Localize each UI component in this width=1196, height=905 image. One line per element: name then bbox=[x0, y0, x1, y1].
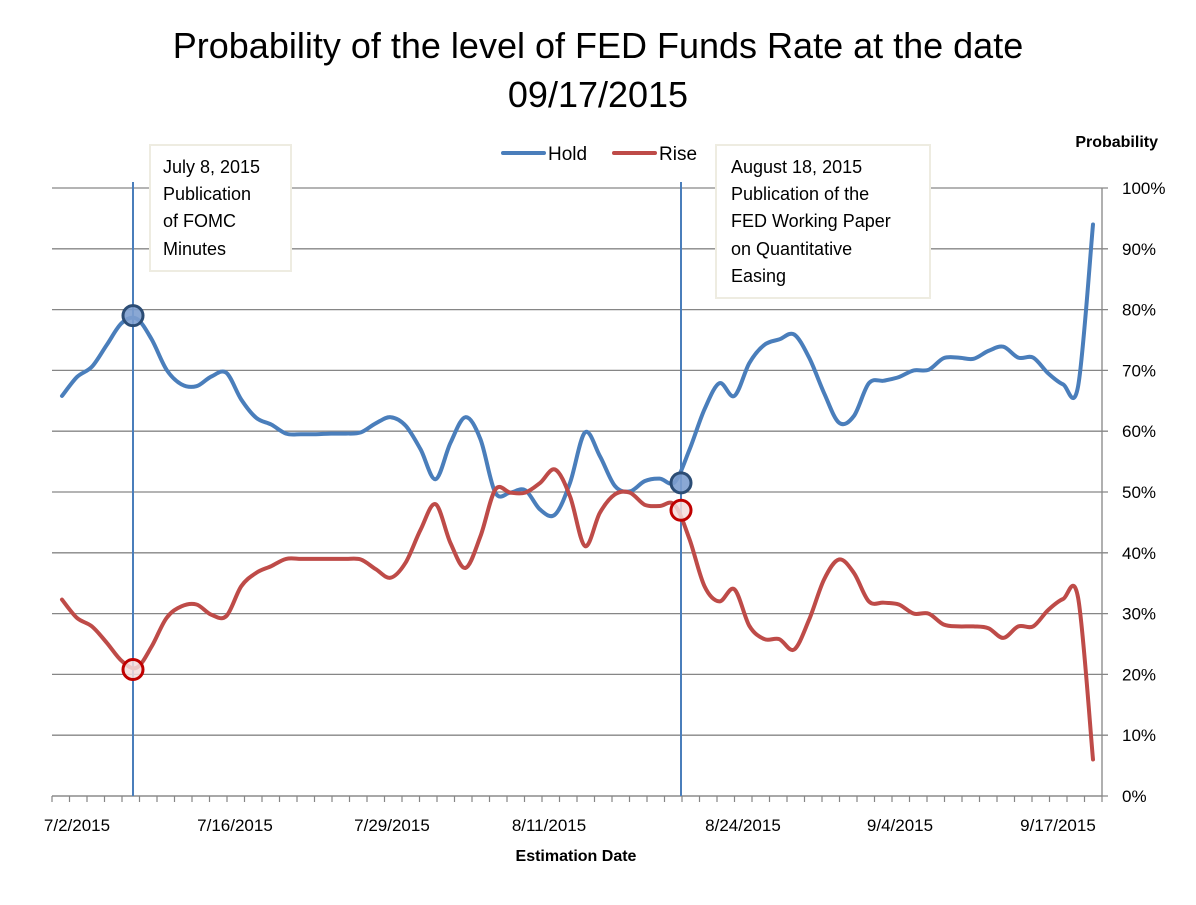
rise-event-marker bbox=[121, 658, 145, 682]
event-markers bbox=[121, 304, 693, 682]
legend-label-hold: Hold bbox=[548, 144, 587, 165]
event-lines bbox=[132, 182, 682, 796]
gridlines bbox=[52, 187, 1108, 797]
annotation-line: Minutes bbox=[163, 239, 226, 259]
annotation-line: July 8, 2015 bbox=[163, 157, 260, 177]
x-tick-label: 9/17/2015 bbox=[1020, 816, 1096, 835]
annotation-line: of FOMC bbox=[163, 211, 236, 231]
y-tick-label: 20% bbox=[1122, 665, 1156, 684]
chart-title-line-2: 09/17/2015 bbox=[508, 74, 688, 115]
x-axis: 7/2/2015 7/16/2015 7/29/2015 8/11/2015 8/24/… bbox=[44, 795, 1103, 835]
legend: Hold Rise bbox=[501, 144, 697, 165]
hold-event-marker bbox=[121, 304, 145, 328]
y-tick-label: 30% bbox=[1122, 605, 1156, 624]
rise-event-marker bbox=[669, 498, 693, 522]
legend-label-rise: Rise bbox=[659, 144, 697, 165]
annotation-line: on Quantitative bbox=[731, 239, 852, 259]
x-tick-label: 7/29/2015 bbox=[354, 816, 430, 835]
annotation-box-july-8: July 8, 2015 Publication of FOMC Minutes bbox=[149, 144, 292, 272]
chart-title-line-1: Probability of the level of FED Funds Ra… bbox=[173, 25, 1023, 66]
series-line-rise bbox=[60, 467, 1095, 762]
series-lines bbox=[60, 222, 1095, 762]
annotation-line: Easing bbox=[731, 266, 786, 286]
y-tick-label: 60% bbox=[1122, 422, 1156, 441]
x-axis-title: Estimation Date bbox=[516, 848, 637, 865]
annotation-line: Publication of the bbox=[731, 184, 869, 204]
x-tick-label: 7/16/2015 bbox=[197, 816, 273, 835]
x-tick-label: 7/2/2015 bbox=[44, 816, 110, 835]
y-tick-label: 10% bbox=[1122, 726, 1156, 745]
y-tick-label: 0% bbox=[1122, 787, 1147, 806]
y-tick-label: 90% bbox=[1122, 240, 1156, 259]
annotation-line: August 18, 2015 bbox=[731, 157, 862, 177]
y-tick-label: 80% bbox=[1122, 301, 1156, 320]
x-tick-label: 9/4/2015 bbox=[867, 816, 933, 835]
hold-event-marker bbox=[669, 471, 693, 495]
annotation-line: FED Working Paper bbox=[731, 211, 891, 231]
annotation-line: Publication bbox=[163, 184, 251, 204]
y-tick-label: 100% bbox=[1122, 179, 1165, 198]
x-tick-label: 8/24/2015 bbox=[705, 816, 781, 835]
y-tick-label: 40% bbox=[1122, 544, 1156, 563]
x-tick-label: 8/11/2015 bbox=[512, 816, 586, 835]
y-tick-label: 70% bbox=[1122, 361, 1156, 380]
y-tick-label: 50% bbox=[1122, 483, 1156, 502]
y-axis-ticks: 0% 10% 20% 30% 40% 50% 60% 70% 80% 90% 100% bbox=[1122, 179, 1165, 806]
series-line-hold bbox=[60, 222, 1095, 519]
y-axis-title: Probability bbox=[1075, 134, 1158, 151]
annotation-box-august-18: August 18, 2015 Publication of the FED W… bbox=[715, 144, 931, 299]
